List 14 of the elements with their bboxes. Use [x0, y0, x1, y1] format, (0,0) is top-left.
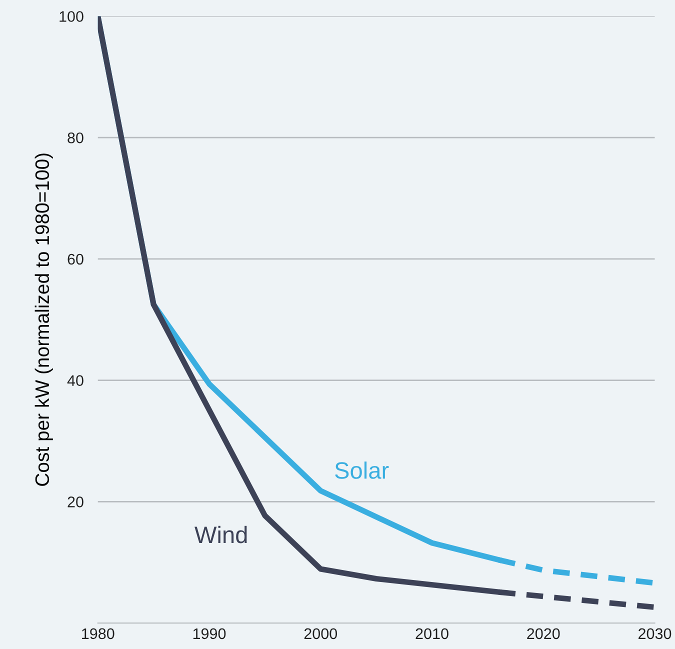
y-tick-label: 80	[68, 132, 84, 144]
series-label: Wind	[194, 526, 247, 544]
x-tick-label: 1980	[82, 628, 114, 640]
x-tick-label: 1990	[193, 628, 226, 640]
y-tick-label: 20	[68, 496, 84, 508]
x-tick-label: 2020	[527, 628, 560, 640]
y-axis-title: Cost per kW (normalized to 1980=100)	[34, 154, 53, 486]
x-tick-label: 2010	[416, 628, 448, 640]
series-label: Solar	[335, 462, 389, 479]
x-tick-label: 2030	[638, 628, 672, 640]
y-tick-label: 60	[68, 254, 84, 265]
y-tick-label: 100	[60, 11, 84, 22]
x-tick-label: 2000	[304, 628, 338, 640]
y-tick-label: 40	[67, 375, 84, 386]
